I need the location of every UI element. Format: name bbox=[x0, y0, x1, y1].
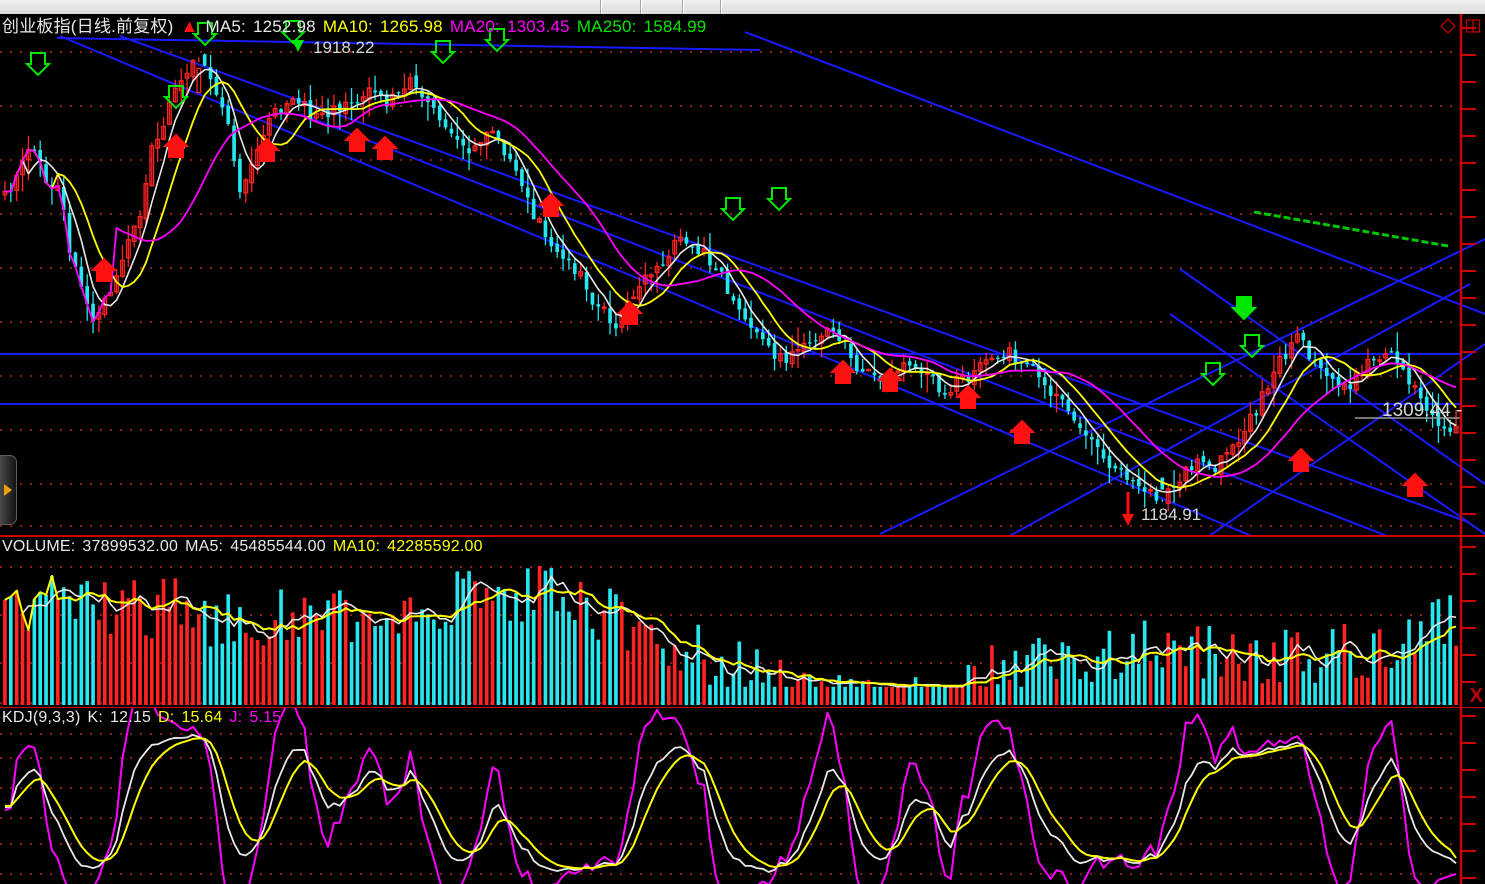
panel-corner-icons[interactable] bbox=[1439, 14, 1482, 38]
ma5-label: MA5: bbox=[205, 17, 246, 36]
kdj-k-label: K: bbox=[87, 709, 103, 726]
instrument-title: 创业板指(日线.前复权) bbox=[2, 17, 174, 36]
kdj-d-value: 15.64 bbox=[181, 709, 223, 726]
trend-up-arrow-icon: ▲ bbox=[180, 16, 199, 36]
volume-chart-canvas[interactable] bbox=[0, 537, 1485, 707]
kdj-j-label: J: bbox=[229, 709, 243, 726]
close-marker-icon[interactable]: X bbox=[1469, 685, 1483, 707]
split-pane-icon[interactable] bbox=[1464, 17, 1482, 35]
price-chart-canvas[interactable] bbox=[0, 14, 1485, 536]
ma5-value: 1252.98 bbox=[252, 17, 316, 36]
kdj-chart-panel[interactable] bbox=[0, 708, 1485, 884]
ma10-value: 1265.98 bbox=[379, 17, 443, 36]
volume-label: VOLUME: bbox=[2, 538, 76, 555]
volume-ma5-label: MA5: bbox=[185, 538, 224, 555]
ma20-label: MA20: bbox=[449, 17, 500, 36]
volume-panel-header: VOLUME: 37899532.00 MA5: 45485544.00 MA10: 42… bbox=[2, 538, 490, 556]
price-chart-panel[interactable] bbox=[0, 14, 1485, 536]
last-price-annotation: 1309.44 - bbox=[1382, 400, 1463, 421]
kdj-panel-header: KDJ(9,3,3) K: 12.15 D: 15.64 J: 5.15 bbox=[2, 709, 288, 727]
high-price-annotation: 1918.22 bbox=[313, 38, 375, 57]
low-price-annotation: 1184.91 bbox=[1141, 505, 1202, 524]
price-volume-divider bbox=[0, 535, 1485, 537]
ma20-value: 1303.45 bbox=[506, 17, 570, 36]
right-triangle-icon bbox=[4, 484, 12, 496]
diamond-icon[interactable] bbox=[1439, 17, 1457, 35]
volume-chart-panel[interactable] bbox=[0, 537, 1485, 707]
price-panel-header: 创业板指(日线.前复权) ▲ MA5: 1252.98 MA10: 1265.98 MA20… bbox=[2, 12, 713, 37]
ma10-label: MA10: bbox=[322, 17, 373, 36]
volume-value: 37899532.00 bbox=[82, 538, 179, 555]
volume-ma10-label: MA10: bbox=[332, 538, 381, 555]
volume-kdj-divider bbox=[0, 706, 1485, 708]
kdj-d-label: D: bbox=[158, 709, 175, 726]
ma250-label: MA250: bbox=[576, 17, 637, 36]
kdj-j-value: 5.15 bbox=[249, 709, 282, 726]
ma250-value: 1584.99 bbox=[643, 17, 707, 36]
volume-ma5-value: 45485544.00 bbox=[230, 538, 326, 555]
kdj-label: KDJ(9,3,3) bbox=[2, 709, 81, 726]
expand-panel-handle[interactable] bbox=[0, 455, 17, 525]
kdj-chart-canvas[interactable] bbox=[0, 708, 1485, 884]
volume-ma10-value: 42285592.00 bbox=[387, 538, 483, 555]
kdj-k-value: 12.15 bbox=[110, 709, 152, 726]
